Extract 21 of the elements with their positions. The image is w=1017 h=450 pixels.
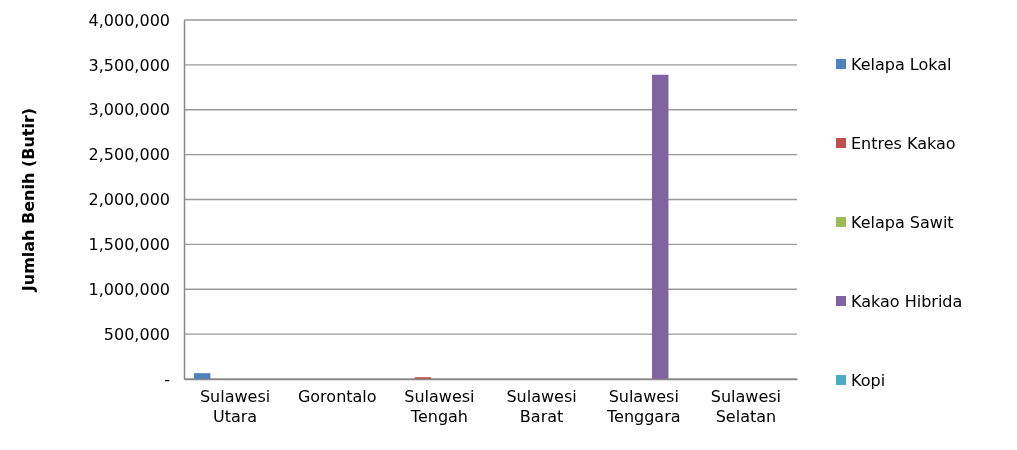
- y-tick-label: 500,000: [103, 324, 170, 344]
- y-tick-label: 2,000,000: [88, 190, 170, 210]
- legend-label: Kopi: [851, 371, 886, 390]
- x-tick-label: Gorontalo: [297, 387, 377, 407]
- x-tick-label: Sulawesi Barat: [506, 387, 577, 426]
- y-tick-label: 3,500,000: [88, 55, 170, 75]
- legend-label: Kakao Hibrida: [851, 292, 963, 311]
- y-tick-label: 2,500,000: [88, 145, 170, 165]
- legend-label: Kelapa Sawit: [851, 213, 954, 232]
- x-tick-label: Sulawesi Selatan: [710, 387, 782, 426]
- legend-label: Kelapa Lokal: [851, 55, 952, 74]
- y-tick-label: 1,000,000: [88, 279, 170, 299]
- x-tick-label: Sulawesi Utara: [199, 387, 271, 426]
- y-tick-label: 1,500,000: [88, 234, 170, 254]
- x-tick-label: Sulawesi Tenggara: [605, 387, 681, 426]
- y-tick-label: 3,000,000: [88, 100, 170, 120]
- legend-label: Entres Kakao: [851, 134, 956, 153]
- y-axis-title: Jumlah Benih (Butir): [19, 107, 38, 293]
- y-tick-label: -: [164, 369, 170, 389]
- y-tick-label: 4,000,000: [88, 10, 170, 30]
- x-tick-label: Sulawesi Tengah: [404, 387, 475, 426]
